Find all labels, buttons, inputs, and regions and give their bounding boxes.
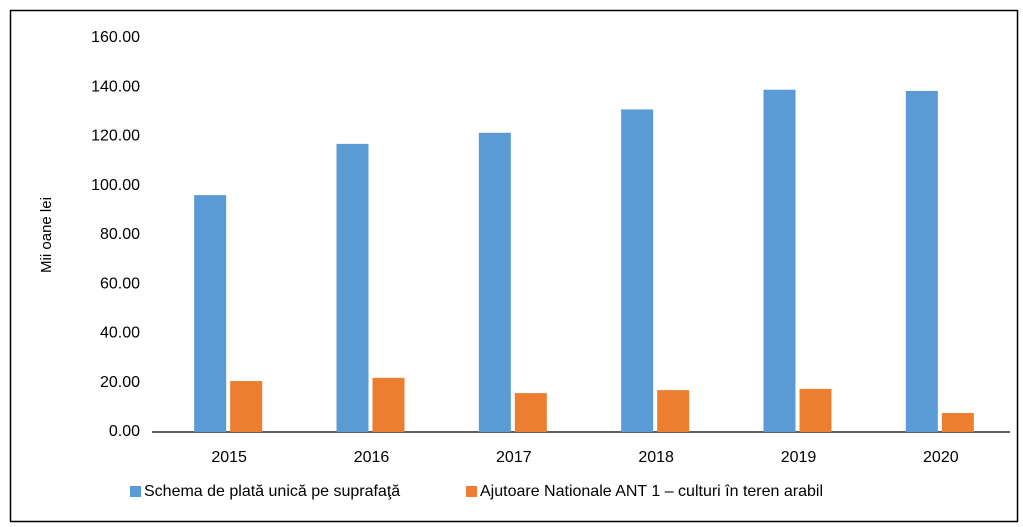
y-tick-label: 60.00 (100, 275, 140, 292)
x-tick-label: 2017 (496, 449, 532, 466)
y-tick-label: 140.00 (91, 78, 140, 95)
legend-swatch (130, 486, 141, 497)
bar (657, 390, 690, 432)
chart-border (9, 9, 1019, 523)
bar (799, 388, 832, 432)
x-tick-label: 2018 (638, 449, 674, 466)
bar (514, 393, 547, 432)
bar (194, 195, 227, 432)
bar (763, 89, 796, 433)
y-axis-label: Mii oane lei (38, 197, 55, 273)
x-tick-label: 2015 (211, 449, 247, 466)
x-tick-label: 2019 (781, 449, 817, 466)
y-tick-label: 0.00 (109, 423, 140, 440)
bar (336, 143, 369, 432)
bar (478, 132, 511, 432)
y-tick-label: 160.00 (91, 29, 140, 46)
legend-swatch (466, 486, 477, 497)
bar (230, 381, 263, 432)
bar (941, 413, 974, 432)
y-tick-label: 120.00 (91, 128, 140, 145)
x-tick-label: 2016 (354, 449, 390, 466)
bar (372, 377, 405, 432)
legend-label: Ajutoare Nationale ANT 1 – culturi în te… (480, 483, 823, 500)
y-tick-label: 20.00 (100, 374, 140, 391)
y-tick-label: 100.00 (91, 177, 140, 194)
bar (621, 109, 654, 432)
bar (905, 90, 938, 432)
y-tick-label: 40.00 (100, 325, 140, 342)
y-tick-label: 80.00 (100, 226, 140, 243)
legend-label: Schema de plată unică pe suprafaţă (144, 483, 400, 500)
x-tick-label: 2020 (923, 449, 959, 466)
